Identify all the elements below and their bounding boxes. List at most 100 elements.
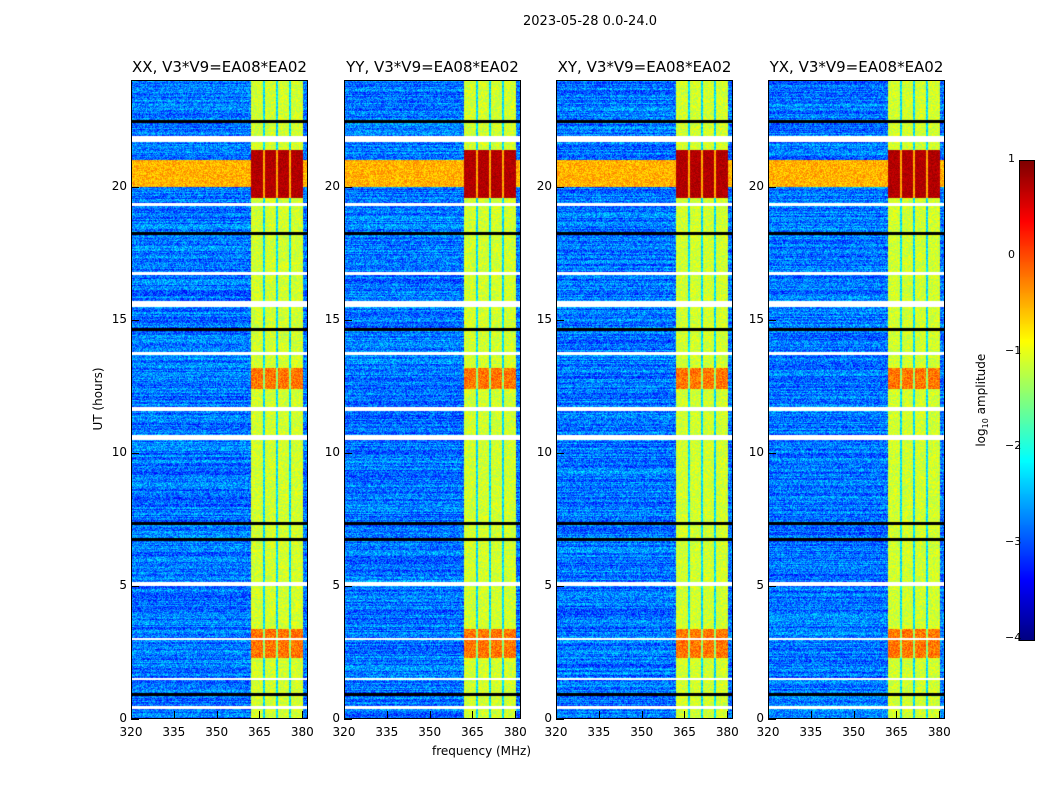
- heatmap-canvas: [344, 80, 521, 719]
- x-tick-label: 335: [375, 725, 399, 739]
- y-tick-mark: [768, 319, 776, 321]
- y-tick-mark: [556, 319, 564, 321]
- x-tick-label: 380: [290, 725, 314, 739]
- x-tick-mark: [344, 711, 345, 719]
- colorbar-tick-label: 1: [1008, 152, 1015, 165]
- x-tick-label: 350: [205, 725, 229, 739]
- y-tick-label: 5: [332, 577, 340, 592]
- x-tick-mark: [472, 711, 474, 719]
- x-tick-mark: [939, 711, 941, 719]
- y-tick-mark: [344, 452, 352, 454]
- colorbar-tick-label: −1: [1005, 343, 1022, 357]
- y-tick-mark: [131, 585, 139, 587]
- y-tick-label: 15: [111, 311, 127, 326]
- y-tick-label: 0: [119, 711, 127, 725]
- x-tick-label: 335: [587, 725, 611, 739]
- x-tick-mark: [216, 711, 218, 719]
- colorbar-tick-label: −2: [1005, 439, 1022, 453]
- x-tick-label: 320: [119, 725, 143, 739]
- x-axis-label: frequency (MHz): [432, 744, 532, 758]
- x-tick-mark: [556, 711, 557, 719]
- axes-frame: [131, 80, 308, 719]
- y-tick-mark: [768, 452, 776, 454]
- x-tick-label: 365: [673, 725, 696, 739]
- y-tick-label: 0: [332, 711, 340, 725]
- x-tick-mark: [727, 711, 729, 719]
- colorbar-label: log10 amplitude: [973, 353, 991, 447]
- x-tick-label: 380: [715, 725, 739, 739]
- x-tick-mark: [810, 711, 812, 719]
- panel-0: XX, V3*V9=EA08*EA02 320 335 350 365 380 0 5 10 15…: [112, 58, 314, 739]
- x-tick-mark: [173, 711, 175, 719]
- y-tick-mark: [768, 585, 776, 587]
- axes-frame: [768, 80, 945, 719]
- y-tick-mark: [768, 719, 776, 720]
- x-tick-mark: [515, 711, 517, 719]
- x-tick-mark: [259, 711, 261, 719]
- y-tick-mark: [556, 186, 564, 188]
- heatmap-canvas: [556, 80, 733, 719]
- x-tick-label: 365: [461, 725, 484, 739]
- y-tick-label: 5: [119, 577, 127, 592]
- x-tick-label: 350: [418, 725, 442, 739]
- y-tick-mark: [556, 719, 564, 720]
- y-tick-mark: [556, 452, 564, 454]
- x-tick-label: 350: [842, 725, 866, 739]
- colorbar-tick-label: −3: [1005, 535, 1022, 549]
- y-tick-label: 20: [324, 178, 340, 193]
- colorbar-tick-label: 0: [1008, 247, 1015, 261]
- x-tick-label: 380: [927, 725, 951, 739]
- x-tick-mark: [641, 711, 643, 719]
- y-tick-label: 10: [536, 444, 552, 459]
- y-tick-label: 15: [324, 311, 340, 326]
- panel-title: YX, V3*V9=EA08*EA02: [769, 58, 944, 76]
- axes-frame: [344, 80, 521, 719]
- y-tick-label: 10: [324, 444, 340, 459]
- x-tick-mark: [684, 711, 686, 719]
- colorbar-tick-label: −4: [1005, 631, 1022, 644]
- y-tick-mark: [131, 452, 139, 454]
- x-tick-mark: [598, 711, 600, 719]
- x-tick-label: 335: [799, 725, 823, 739]
- axes-frame: [556, 80, 733, 719]
- y-tick-label: 5: [544, 577, 552, 592]
- panel-title: YY, V3*V9=EA08*EA02: [346, 58, 519, 76]
- y-tick-mark: [556, 585, 564, 587]
- x-tick-label: 320: [544, 725, 568, 739]
- x-tick-label: 320: [332, 725, 356, 739]
- y-tick-label: 0: [756, 711, 764, 725]
- y-tick-label: 15: [536, 311, 552, 326]
- y-tick-mark: [131, 186, 139, 188]
- heatmap-canvas: [131, 80, 308, 719]
- panel-1: YY, V3*V9=EA08*EA02 320 335 350 365 380 0 5 10 15…: [325, 58, 527, 739]
- x-tick-label: 350: [630, 725, 654, 739]
- y-tick-mark: [344, 585, 352, 587]
- x-tick-label: 320: [756, 725, 780, 739]
- y-tick-label: 20: [748, 178, 764, 193]
- y-tick-mark: [131, 319, 139, 321]
- figure-title: 2023-05-28 0.0-24.0: [523, 14, 657, 29]
- x-tick-mark: [386, 711, 388, 719]
- panel-2: XY, V3*V9=EA08*EA02 320 335 350 365 380 0 5 10 15…: [537, 58, 739, 739]
- y-tick-label: 10: [111, 444, 127, 459]
- y-tick-mark: [131, 719, 139, 720]
- x-tick-mark: [302, 711, 304, 719]
- y-tick-mark: [768, 186, 776, 188]
- y-tick-label: 15: [748, 311, 764, 326]
- panel-title: XY, V3*V9=EA08*EA02: [557, 58, 732, 76]
- x-tick-mark: [896, 711, 898, 719]
- x-tick-mark: [768, 711, 769, 719]
- panel-title: XX, V3*V9=EA08*EA02: [132, 58, 307, 76]
- x-tick-mark: [853, 711, 855, 719]
- y-tick-label: 5: [756, 577, 764, 592]
- x-tick-mark: [131, 711, 132, 719]
- x-tick-label: 365: [885, 725, 908, 739]
- y-axis-label: UT (hours): [91, 367, 105, 431]
- y-tick-mark: [344, 719, 352, 720]
- y-tick-label: 10: [748, 444, 764, 459]
- y-tick-mark: [344, 186, 352, 188]
- y-tick-label: 20: [111, 178, 127, 193]
- y-tick-label: 0: [544, 711, 552, 725]
- colorbar: [1019, 160, 1035, 641]
